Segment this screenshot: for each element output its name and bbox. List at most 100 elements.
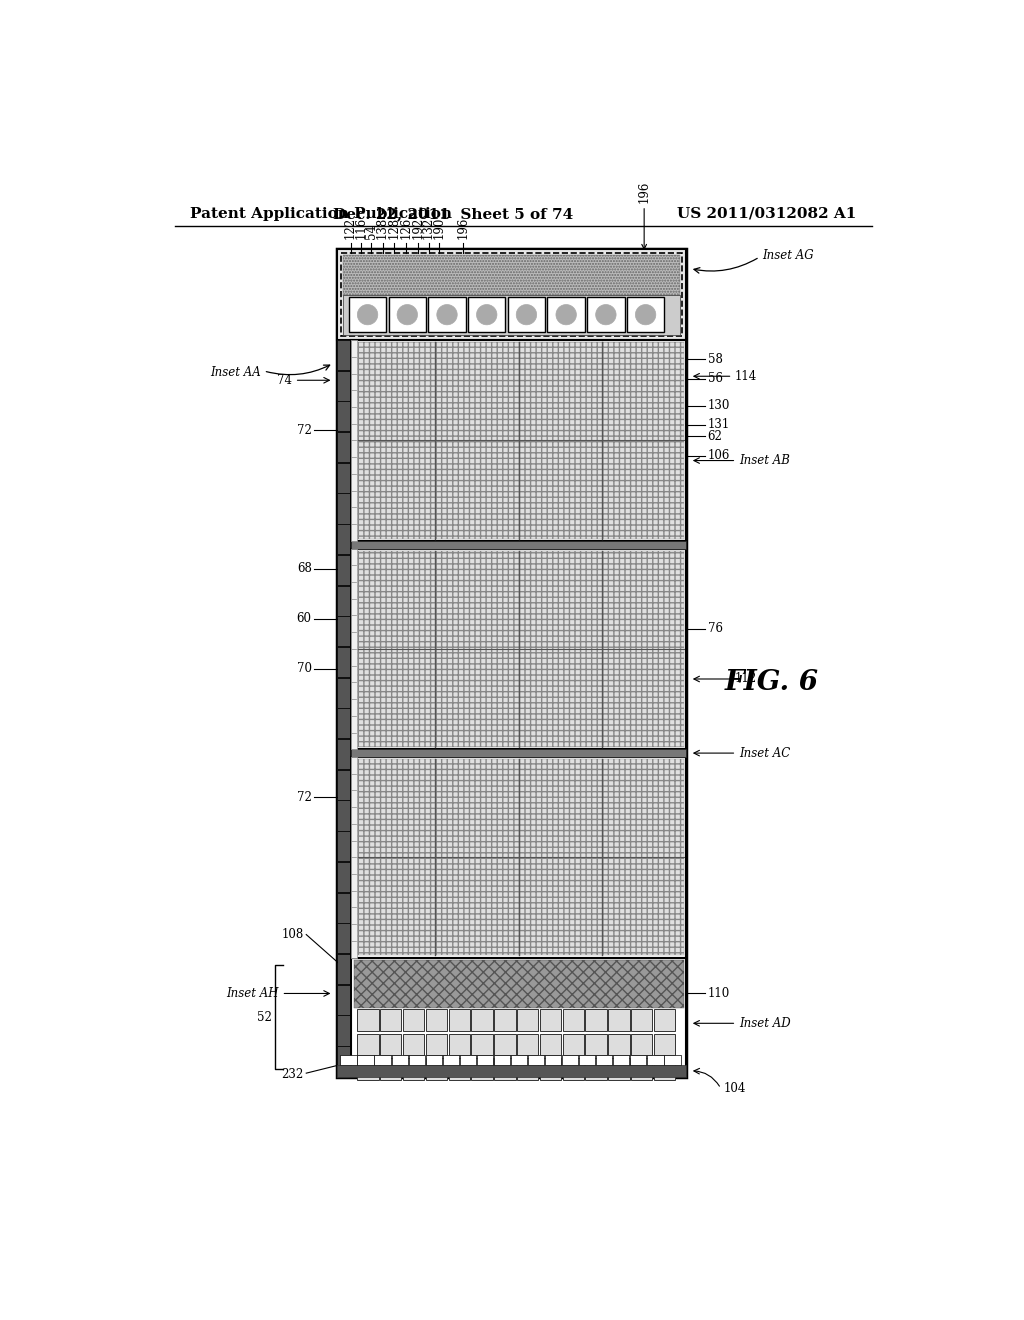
Bar (353, 342, 684, 539)
Bar (351, 549, 686, 750)
Bar (426, 1056, 442, 1065)
Text: Dec. 22, 2011  Sheet 5 of 74: Dec. 22, 2011 Sheet 5 of 74 (334, 207, 573, 220)
Bar (540, 1034, 561, 1055)
Bar (548, 297, 585, 333)
Text: 114: 114 (735, 370, 757, 383)
Bar (579, 1056, 595, 1065)
Bar (665, 1056, 681, 1065)
Text: 56: 56 (708, 372, 723, 385)
Bar (596, 1056, 612, 1065)
Bar (337, 249, 686, 341)
Bar (494, 1056, 510, 1065)
Bar (380, 1010, 401, 1031)
Bar (631, 1059, 652, 1080)
Bar (357, 1059, 379, 1080)
Text: 68: 68 (297, 562, 311, 576)
Text: 106: 106 (708, 449, 730, 462)
Bar (338, 954, 350, 985)
Text: 128: 128 (387, 216, 400, 239)
Bar (426, 1010, 447, 1031)
Bar (353, 960, 684, 1007)
Text: Inset AD: Inset AD (738, 1016, 791, 1030)
Text: 132: 132 (422, 216, 435, 239)
Text: 104: 104 (723, 1082, 745, 1096)
Bar (608, 1010, 630, 1031)
Bar (357, 1034, 379, 1055)
Bar (545, 1056, 561, 1065)
Bar (357, 1056, 374, 1065)
Bar (380, 1059, 401, 1080)
Bar (631, 1034, 652, 1055)
Bar (338, 403, 350, 432)
Bar (338, 1047, 350, 1076)
Bar (647, 1056, 664, 1065)
Bar (468, 297, 506, 333)
Bar (338, 709, 350, 738)
Bar (471, 1059, 493, 1080)
Bar (388, 297, 426, 333)
Bar (338, 525, 350, 554)
Bar (349, 297, 386, 333)
Bar (586, 1034, 607, 1055)
Bar (338, 463, 350, 492)
Text: 122: 122 (344, 216, 357, 239)
Bar (337, 249, 686, 1077)
Circle shape (357, 305, 378, 325)
Bar (357, 1010, 379, 1031)
Text: 74: 74 (278, 374, 292, 387)
Bar (608, 1034, 630, 1055)
Text: 52: 52 (256, 1011, 271, 1024)
Bar (540, 1059, 561, 1080)
Text: 232: 232 (282, 1068, 304, 1081)
Bar (353, 550, 684, 747)
Bar (449, 1010, 470, 1031)
Text: 72: 72 (297, 791, 311, 804)
Bar (508, 297, 545, 333)
Bar (495, 1059, 515, 1080)
Text: 196: 196 (457, 216, 469, 239)
Bar (442, 1056, 459, 1065)
Bar (338, 771, 350, 800)
Bar (338, 372, 350, 401)
Text: 60: 60 (297, 612, 311, 626)
Text: US 2011/0312082 A1: US 2011/0312082 A1 (677, 207, 856, 220)
Bar (409, 1056, 425, 1065)
Bar (613, 1056, 630, 1065)
Bar (338, 341, 350, 370)
Bar (562, 1059, 584, 1080)
Circle shape (516, 305, 537, 325)
Bar (341, 253, 682, 337)
Bar (562, 1034, 584, 1055)
Bar (351, 549, 357, 750)
Bar (654, 1034, 675, 1055)
Bar (338, 618, 350, 647)
Bar (375, 1056, 391, 1065)
Bar (528, 1056, 544, 1065)
Bar (426, 1059, 447, 1080)
Bar (562, 1056, 579, 1065)
Bar (338, 556, 350, 585)
Bar (338, 741, 350, 770)
Text: 138: 138 (376, 216, 389, 239)
Bar (351, 341, 357, 541)
Text: FIG. 6: FIG. 6 (724, 668, 818, 696)
Bar (586, 1059, 607, 1080)
Bar (517, 1010, 539, 1031)
Bar (587, 297, 625, 333)
Bar (338, 924, 350, 953)
Text: 126: 126 (399, 216, 413, 239)
Bar (428, 297, 466, 333)
Bar (654, 1010, 675, 1031)
Text: Inset AG: Inset AG (762, 249, 814, 261)
Bar (338, 678, 350, 708)
Bar (343, 294, 680, 335)
Bar (353, 759, 684, 956)
Bar (495, 1034, 515, 1055)
Text: 116: 116 (354, 216, 368, 239)
Text: 54: 54 (365, 224, 378, 239)
Circle shape (476, 305, 497, 325)
Bar (460, 1056, 476, 1065)
Circle shape (437, 305, 458, 325)
Bar (631, 1010, 652, 1031)
Bar (586, 1010, 607, 1031)
